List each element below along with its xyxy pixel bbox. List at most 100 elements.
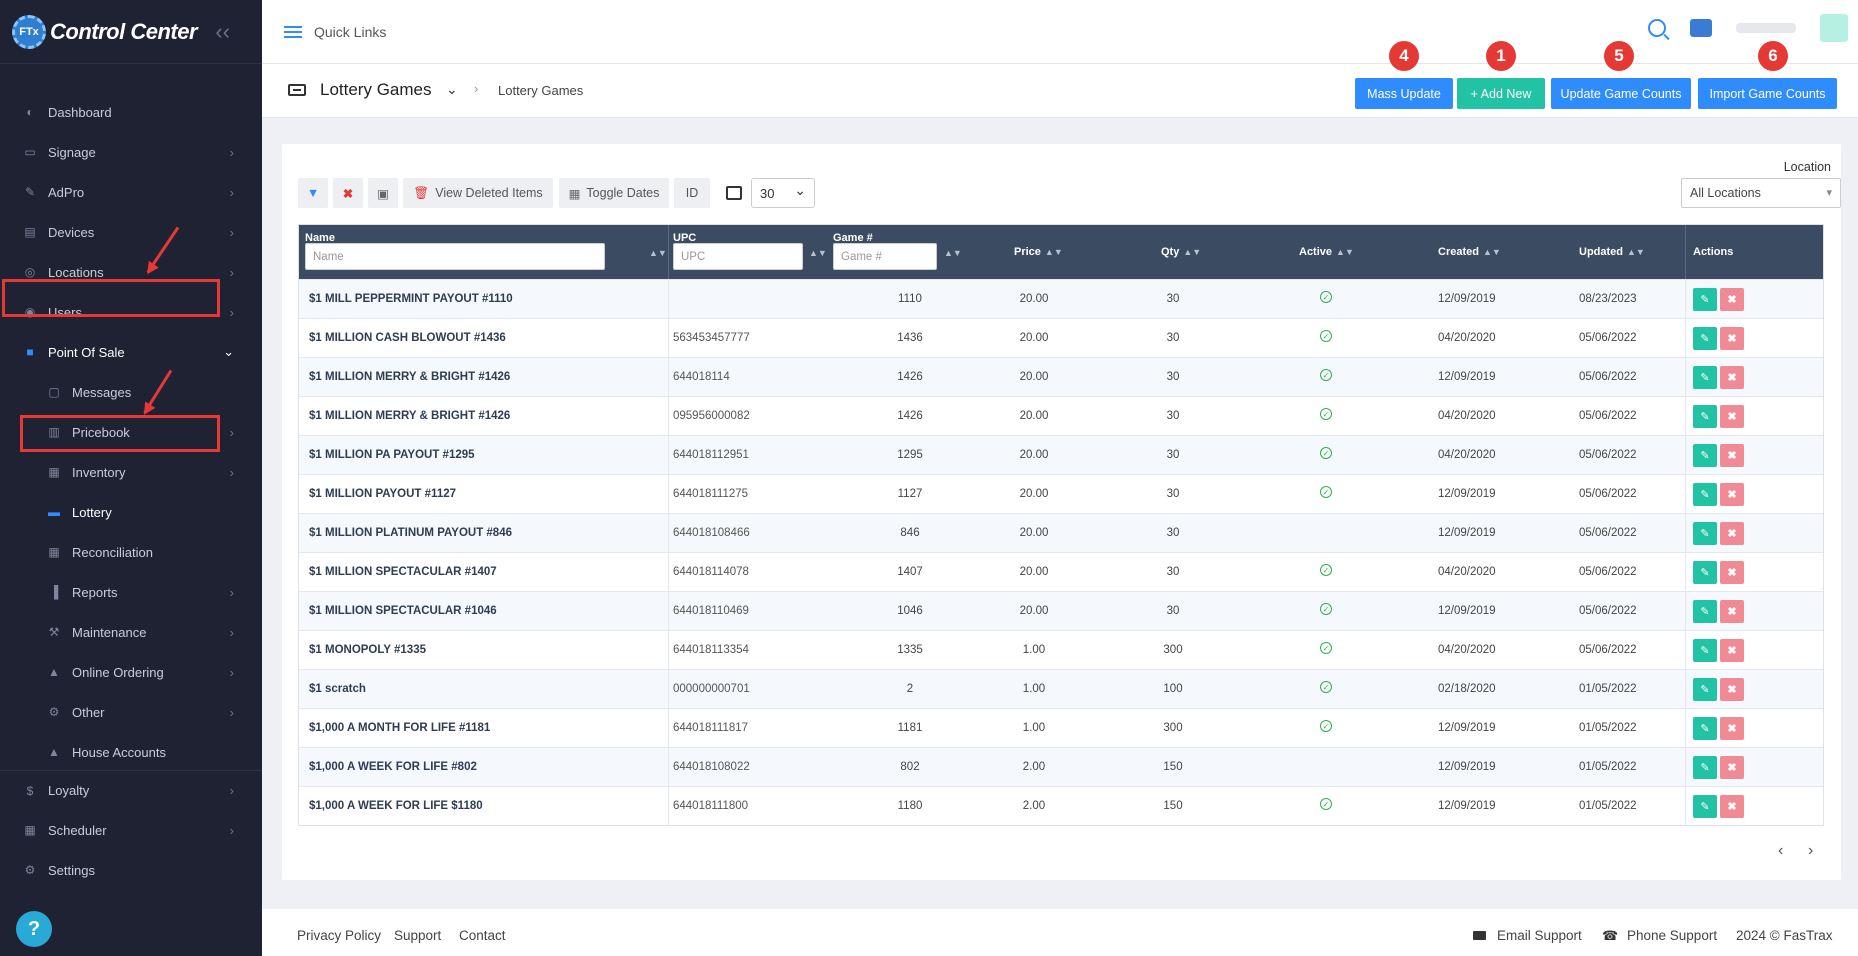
sidebar-item-online-ordering[interactable]: ▲ Online Ordering › — [0, 652, 262, 692]
name-filter-input[interactable]: Name — [305, 243, 605, 270]
delete-button[interactable]: ✖ — [1720, 522, 1744, 545]
delete-button[interactable]: ✖ — [1720, 678, 1744, 701]
edit-button[interactable]: ✎ — [1693, 483, 1717, 506]
add-new-button[interactable]: + Add New — [1457, 78, 1545, 109]
table-row[interactable]: $1,000 A MONTH FOR LIFE #1181 64401811181… — [299, 708, 1823, 747]
delete-button[interactable]: ✖ — [1720, 795, 1744, 818]
sidebar-item-loyalty[interactable]: $ Loyalty › — [0, 770, 262, 810]
delete-button[interactable]: ✖ — [1720, 444, 1744, 467]
sort-icon[interactable]: ▲▼ — [649, 248, 667, 258]
delete-button[interactable]: ✖ — [1720, 561, 1744, 584]
sidebar-item-other[interactable]: ⚙ Other › — [0, 692, 262, 732]
chevron-down-icon[interactable]: ⌄ — [446, 81, 458, 97]
help-button[interactable]: ? — [16, 911, 52, 947]
email-support-link[interactable]: Email Support — [1497, 928, 1582, 943]
quick-links-icon[interactable] — [284, 25, 302, 38]
delete-button[interactable]: ✖ — [1720, 405, 1744, 428]
sidebar-item-locations[interactable]: ◎ Locations › — [0, 252, 262, 292]
edit-button[interactable]: ✎ — [1693, 678, 1717, 701]
sidebar-item-settings[interactable]: ⚙ Settings — [0, 850, 262, 890]
table-row[interactable]: $1 MILLION PLATINUM PAYOUT #846 644018108… — [299, 513, 1823, 552]
delete-button[interactable]: ✖ — [1720, 756, 1744, 779]
sidebar-item-reconciliation[interactable]: ▦ Reconciliation — [0, 532, 262, 572]
delete-button[interactable]: ✖ — [1720, 327, 1744, 350]
header-created[interactable]: Created ▲▼ — [1438, 246, 1501, 258]
delete-button[interactable]: ✖ — [1720, 639, 1744, 662]
table-row[interactable]: $1 MILLION MERRY & BRIGHT #1426 095956000… — [299, 396, 1823, 435]
search-icon[interactable] — [1648, 19, 1666, 37]
edit-button[interactable]: ✎ — [1693, 405, 1717, 428]
edit-button[interactable]: ✎ — [1693, 600, 1717, 623]
collapse-sidebar-icon[interactable]: ‹‹ — [215, 18, 230, 44]
header-active[interactable]: Active ▲▼ — [1299, 246, 1354, 258]
update-game-counts-button[interactable]: Update Game Counts — [1551, 78, 1691, 109]
table-row[interactable]: $1 MILL PEPPERMINT PAYOUT #1110 1110 20.00… — [299, 279, 1823, 318]
edit-button[interactable]: ✎ — [1693, 561, 1717, 584]
view-deleted-items-button[interactable]: 🗑 View Deleted Items — [403, 178, 553, 208]
sidebar-item-point-of-sale[interactable]: ■ Point Of Sale ⌄ — [0, 332, 262, 372]
edit-button[interactable]: ✎ — [1693, 522, 1717, 545]
table-row[interactable]: $1 MILLION SPECTACULAR #1407 644018114078… — [299, 552, 1823, 591]
quick-links-label[interactable]: Quick Links — [314, 23, 387, 40]
sidebar-item-signage[interactable]: ▭ Signage › — [0, 132, 262, 172]
upc-filter-input[interactable]: UPC — [673, 243, 803, 270]
location-select[interactable]: All Locations — [1681, 178, 1841, 208]
table-row[interactable]: $1,000 A WEEK FOR LIFE #802 644018108022 8… — [299, 747, 1823, 786]
prev-page-icon[interactable]: ‹ — [1778, 842, 1784, 859]
delete-button[interactable]: ✖ — [1720, 366, 1744, 389]
sidebar-item-devices[interactable]: ▤ Devices › — [0, 212, 262, 252]
contact-link[interactable]: Contact — [459, 928, 506, 943]
id-toggle-button[interactable]: ID — [674, 178, 710, 208]
sort-icon[interactable]: ▲▼ — [809, 248, 827, 258]
edit-button[interactable]: ✎ — [1693, 444, 1717, 467]
table-row[interactable]: $1 MILLION CASH BLOWOUT #1436 56345345777… — [299, 318, 1823, 357]
edit-button[interactable]: ✎ — [1693, 366, 1717, 389]
sidebar-item-pricebook[interactable]: ▥ Pricebook › — [0, 412, 262, 452]
delete-button[interactable]: ✖ — [1720, 717, 1744, 740]
edit-button[interactable]: ✎ — [1693, 756, 1717, 779]
table-row[interactable]: $1 scratch 000000000701 2 1.00 100 ✓ 02/18/202… — [299, 669, 1823, 708]
table-row[interactable]: $1,000 A WEEK FOR LIFE $1180 644018111800… — [299, 786, 1823, 825]
avatar[interactable] — [1820, 14, 1848, 42]
sidebar-item-reports[interactable]: ▐ Reports › — [0, 572, 262, 612]
sidebar-item-house-accounts[interactable]: ▲ House Accounts — [0, 732, 262, 772]
header-qty[interactable]: Qty ▲▼ — [1161, 246, 1202, 258]
table-row[interactable]: $1 MILLION PAYOUT #1127 644018111275 1127 2… — [299, 474, 1823, 513]
edit-button[interactable]: ✎ — [1693, 327, 1717, 350]
table-row[interactable]: $1 MILLION PA PAYOUT #1295 644018112951 12… — [299, 435, 1823, 474]
incognito-button[interactable]: ▣ — [368, 178, 398, 208]
next-page-icon[interactable]: › — [1808, 842, 1814, 859]
sort-icon[interactable]: ▲▼ — [944, 248, 962, 258]
page-size-select[interactable]: 30 — [751, 178, 815, 208]
support-link[interactable]: Support — [394, 928, 442, 943]
header-price[interactable]: Price ▲▼ — [1014, 246, 1063, 258]
user-name[interactable] — [1736, 23, 1796, 33]
page-title[interactable]: Lottery Games — [320, 80, 432, 99]
toggle-dates-button[interactable]: ▦ Toggle Dates — [559, 178, 669, 208]
chat-icon[interactable] — [1690, 19, 1712, 37]
table-row[interactable]: $1 MONOPOLY #1335 644018113354 1335 1.00 300… — [299, 630, 1823, 669]
edit-button[interactable]: ✎ — [1693, 288, 1717, 311]
edit-button[interactable]: ✎ — [1693, 795, 1717, 818]
delete-button[interactable]: ✖ — [1720, 483, 1744, 506]
filter-button[interactable]: ▼ — [298, 178, 328, 208]
delete-button[interactable]: ✖ — [1720, 288, 1744, 311]
print-icon[interactable] — [726, 186, 742, 200]
sidebar-item-adpro[interactable]: ✎ AdPro › — [0, 172, 262, 212]
sidebar-item-inventory[interactable]: ▦ Inventory › — [0, 452, 262, 492]
phone-support-link[interactable]: Phone Support — [1627, 928, 1718, 943]
clear-filter-button[interactable]: ✖ — [333, 178, 363, 208]
edit-button[interactable]: ✎ — [1693, 639, 1717, 662]
sidebar-item-maintenance[interactable]: ⚒ Maintenance › — [0, 612, 262, 652]
import-game-counts-button[interactable]: Import Game Counts — [1698, 78, 1837, 109]
table-row[interactable]: $1 MILLION SPECTACULAR #1046 644018110469… — [299, 591, 1823, 630]
table-row[interactable]: $1 MILLION MERRY & BRIGHT #1426 644018114… — [299, 357, 1823, 396]
sidebar-item-lottery[interactable]: ▬ Lottery — [0, 492, 262, 532]
sidebar-item-dashboard[interactable]: ◐ Dashboard — [0, 92, 262, 132]
mass-update-button[interactable]: Mass Update — [1355, 78, 1453, 109]
delete-button[interactable]: ✖ — [1720, 600, 1744, 623]
game-filter-input[interactable]: Game # — [833, 243, 937, 270]
privacy-policy-link[interactable]: Privacy Policy — [297, 928, 382, 943]
edit-button[interactable]: ✎ — [1693, 717, 1717, 740]
sidebar-item-messages[interactable]: ▢ Messages — [0, 372, 262, 412]
